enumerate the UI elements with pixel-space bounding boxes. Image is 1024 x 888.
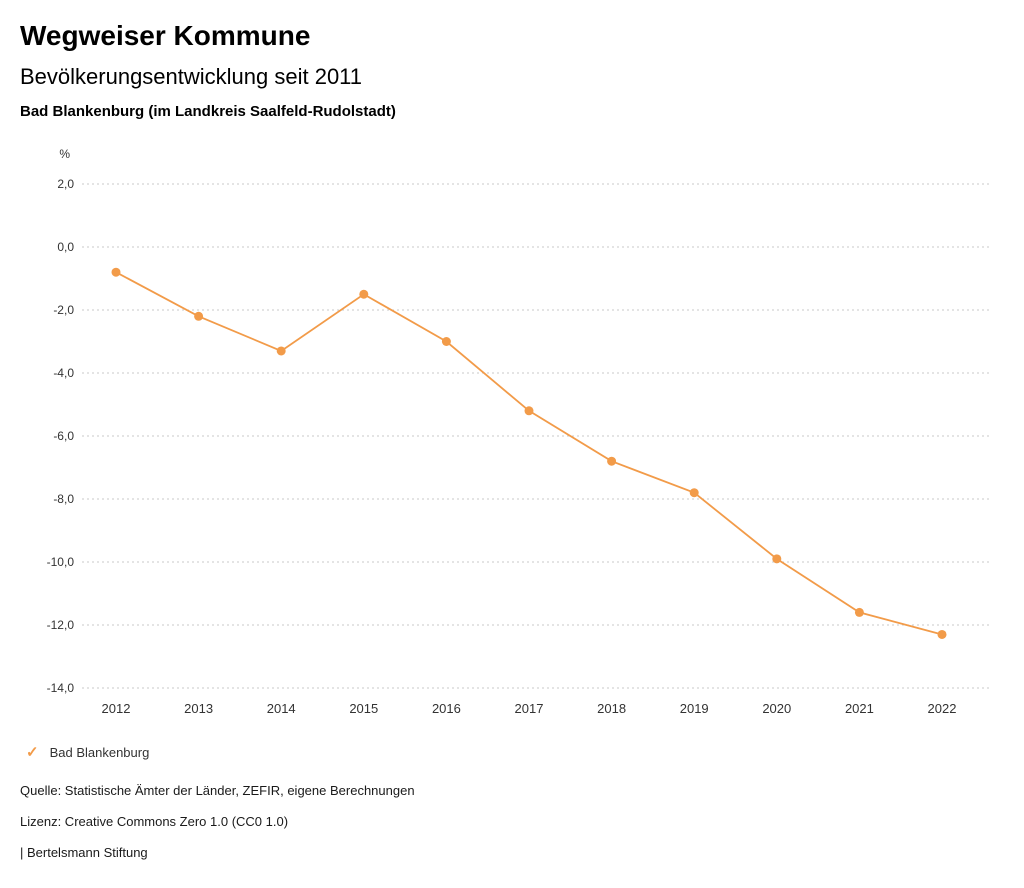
x-tick-label: 2016	[432, 701, 461, 716]
gridlines	[82, 183, 992, 689]
data-point[interactable]	[937, 629, 947, 639]
source-text: Quelle: Statistische Ämter der Länder, Z…	[20, 783, 415, 798]
series-line	[115, 271, 943, 636]
y-tick-label: -8,0	[53, 492, 74, 506]
chart-header: Wegweiser Kommune Bevölkerungsentwicklun…	[20, 20, 396, 121]
data-point[interactable]	[194, 311, 204, 321]
y-axis-unit-label: %	[59, 147, 70, 161]
y-tick-label: -14,0	[47, 681, 75, 695]
data-point[interactable]	[772, 554, 782, 564]
x-tick-label: 2017	[515, 701, 544, 716]
data-point[interactable]	[276, 346, 286, 356]
chart-legend-item[interactable]: ✓ Bad Blankenburg	[26, 745, 149, 760]
data-point[interactable]	[854, 607, 864, 617]
population-line-chart: % 2,00,0-2,0-4,0-6,0-8,0-10,0-12,0-14,0 …	[47, 147, 992, 716]
x-tick-label: 2019	[680, 701, 709, 716]
page-title: Wegweiser Kommune	[20, 20, 311, 51]
x-tick-label: 2015	[349, 701, 378, 716]
x-axis-tick-labels: 2012 2013 2014 2015 2016 2017 2018 2019 2020 2021…	[102, 701, 957, 716]
y-axis-tick-labels: 2,0 0,0 -2,0 -4,0 -6,0 -8,0 -10,0 -12,0 -14,0	[47, 177, 75, 695]
data-series	[111, 267, 947, 639]
x-tick-label: 2018	[597, 701, 626, 716]
data-point[interactable]	[689, 488, 699, 498]
y-tick-label: -6,0	[53, 429, 74, 443]
x-tick-label: 2020	[762, 701, 791, 716]
data-point[interactable]	[524, 406, 534, 416]
legend-check-icon: ✓	[26, 744, 39, 761]
y-tick-label: -4,0	[53, 366, 74, 380]
y-tick-label: -10,0	[47, 555, 75, 569]
region-label: Bad Blankenburg (im Landkreis Saalfeld-R…	[20, 103, 396, 120]
y-tick-label: -2,0	[53, 303, 74, 317]
x-tick-label: 2013	[184, 701, 213, 716]
data-point[interactable]	[607, 456, 617, 466]
attribution-text: | Bertelsmann Stiftung	[20, 845, 148, 860]
data-point[interactable]	[359, 289, 369, 299]
x-tick-label: 2014	[267, 701, 296, 716]
x-tick-label: 2021	[845, 701, 874, 716]
data-point[interactable]	[111, 267, 121, 277]
y-tick-label: 0,0	[57, 240, 74, 254]
legend-item-label: Bad Blankenburg	[49, 745, 150, 760]
chart-footer: Quelle: Statistische Ämter der Länder, Z…	[20, 784, 415, 877]
x-tick-label: 2022	[928, 701, 957, 716]
x-tick-label: 2012	[102, 701, 131, 716]
y-tick-label: 2,0	[57, 177, 74, 191]
chart-title: Bevölkerungsentwicklung seit 2011	[20, 64, 363, 89]
y-tick-label: -12,0	[47, 618, 75, 632]
license-text: Lizenz: Creative Commons Zero 1.0 (CC0 1…	[20, 814, 289, 829]
data-point[interactable]	[441, 337, 451, 346]
